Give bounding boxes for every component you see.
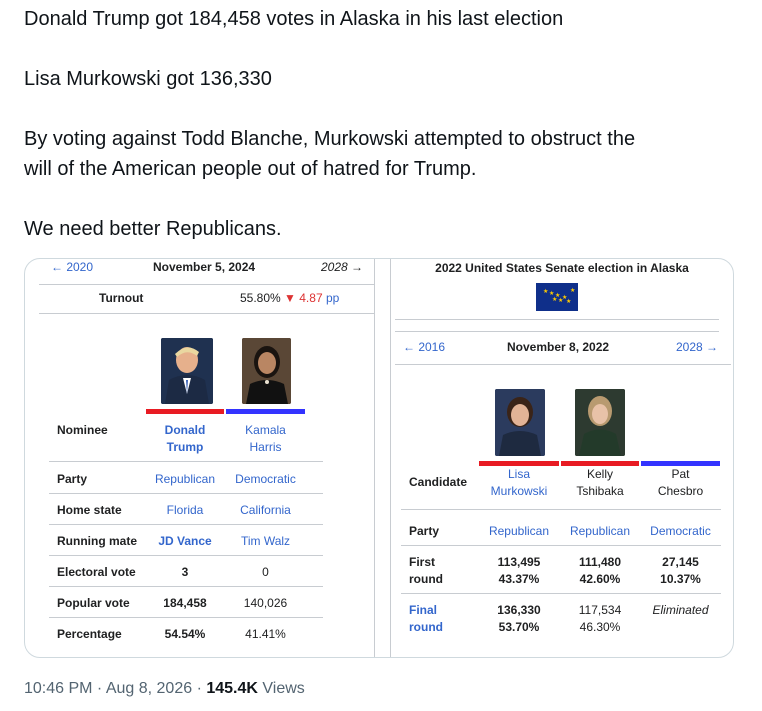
percentage-trump: 54.54% — [164, 627, 206, 641]
tweet-text: Donald Trump got 184,458 votes in Alaska… — [24, 4, 724, 244]
row-label-first-round: First round — [409, 555, 443, 586]
us-election-2024-infobox: ← 2020 November 5, 2024 2028 → Turnout 5… — [25, 259, 375, 657]
row-label-percentage: Percentage — [57, 627, 122, 641]
final-round-murkowski: 136,330 53.70% — [497, 603, 541, 634]
tweet-line: will of the American people out of hatre… — [24, 158, 477, 180]
alaska-flag: ★ ★ ★ ★ ★ ★ ★ ★ — [536, 283, 578, 311]
final-round-tshibaka: 117,534 46.30% — [578, 603, 622, 634]
candidate-chesbro: Pat Chesbro — [657, 467, 704, 498]
prev-election-link[interactable]: ← 2020 — [51, 260, 94, 274]
party-republican-link[interactable]: Republican — [569, 524, 631, 538]
row-label-electoral-vote: Electoral vote — [57, 565, 136, 579]
prev-election-link[interactable]: ← 2016 — [403, 340, 446, 354]
row-label-candidate: Candidate — [409, 475, 468, 489]
row-label-popular-vote: Popular vote — [57, 596, 130, 610]
home-state-florida-link[interactable]: Florida — [166, 503, 204, 517]
party-democratic-link[interactable]: Democratic — [650, 524, 711, 538]
tweet-line: By voting against Todd Blanche, Murkowsk… — [24, 128, 636, 150]
party-republican-link[interactable]: Republican — [488, 524, 550, 538]
electoral-vote-harris: 0 — [262, 565, 269, 579]
murkowski-photo[interactable] — [495, 389, 545, 456]
harris-photo[interactable] — [242, 338, 291, 404]
nominee-trump-link[interactable]: Donald Trump — [164, 423, 206, 454]
tweet-line: Lisa Murkowski got 136,330 — [24, 68, 272, 90]
candidate-tshibaka: Kelly Tshibaka — [576, 467, 624, 498]
row-label-running-mate: Running mate — [57, 534, 137, 548]
turnout-label: Turnout — [99, 291, 144, 305]
row-label-nominee: Nominee — [57, 423, 108, 437]
tweet-image[interactable]: ← 2020 November 5, 2024 2028 → Turnout 5… — [24, 258, 734, 658]
running-mate-walz-link[interactable]: Tim Walz — [240, 534, 291, 548]
running-mate-vance-link[interactable]: JD Vance — [158, 534, 212, 548]
tshibaka-photo[interactable] — [575, 389, 625, 456]
democratic-color-bar — [226, 409, 305, 414]
turnout-value: 55.80% ▼ 4.87 pp — [240, 291, 340, 305]
row-label-party: Party — [57, 472, 88, 486]
republican-color-bar — [479, 461, 559, 466]
tweet-meta: 10:46 PM · Aug 8, 2026 · 145.4K Views — [24, 680, 305, 698]
tweet-line: We need better Republicans. — [24, 218, 282, 240]
first-round-chesbro: 27,145 10.37% — [660, 555, 701, 586]
panel-divider — [390, 259, 391, 657]
republican-color-bar — [146, 409, 224, 414]
trump-photo[interactable] — [161, 338, 213, 404]
popular-vote-harris: 140,026 — [243, 596, 288, 610]
nominee-harris-link[interactable]: Kamala Harris — [245, 423, 286, 454]
tweet-line: Donald Trump got 184,458 votes in Alaska… — [24, 8, 564, 30]
election-date: November 8, 2022 — [507, 340, 610, 354]
home-state-california-link[interactable]: California — [240, 503, 291, 517]
row-label-home-state: Home state — [57, 503, 122, 517]
first-round-tshibaka: 111,480 42.60% — [578, 555, 622, 586]
electoral-vote-trump: 3 — [181, 565, 189, 579]
party-democratic-link[interactable]: Democratic — [235, 472, 296, 486]
tweet-timestamp[interactable]: 10:46 PM · Aug 8, 2026 · — [24, 680, 207, 697]
alaska-senate-2022-infobox: 2022 United States Senate election in Al… — [391, 259, 733, 657]
infobox-header: 2022 United States Senate election in Al… — [435, 261, 689, 275]
next-election-link[interactable]: 2028 → — [321, 260, 364, 274]
party-republican-link[interactable]: Republican — [154, 472, 216, 486]
views-count: 145.4K — [206, 680, 258, 697]
row-label-party: Party — [409, 524, 440, 538]
first-round-murkowski: 113,495 43.37% — [497, 555, 541, 586]
panel-divider — [374, 259, 375, 657]
final-round-chesbro: Eliminated — [652, 603, 709, 617]
election-date: November 5, 2024 — [153, 260, 256, 274]
candidate-murkowski-link[interactable]: Lisa Murkowski — [490, 467, 548, 498]
percentage-harris: 41.41% — [245, 627, 286, 641]
next-election-link[interactable]: 2028 → — [676, 340, 719, 354]
republican-color-bar — [561, 461, 639, 466]
democratic-color-bar — [641, 461, 720, 466]
views-label: Views — [257, 680, 305, 697]
popular-vote-trump: 184,458 — [163, 596, 207, 610]
final-round-link[interactable]: Final round — [409, 603, 443, 634]
